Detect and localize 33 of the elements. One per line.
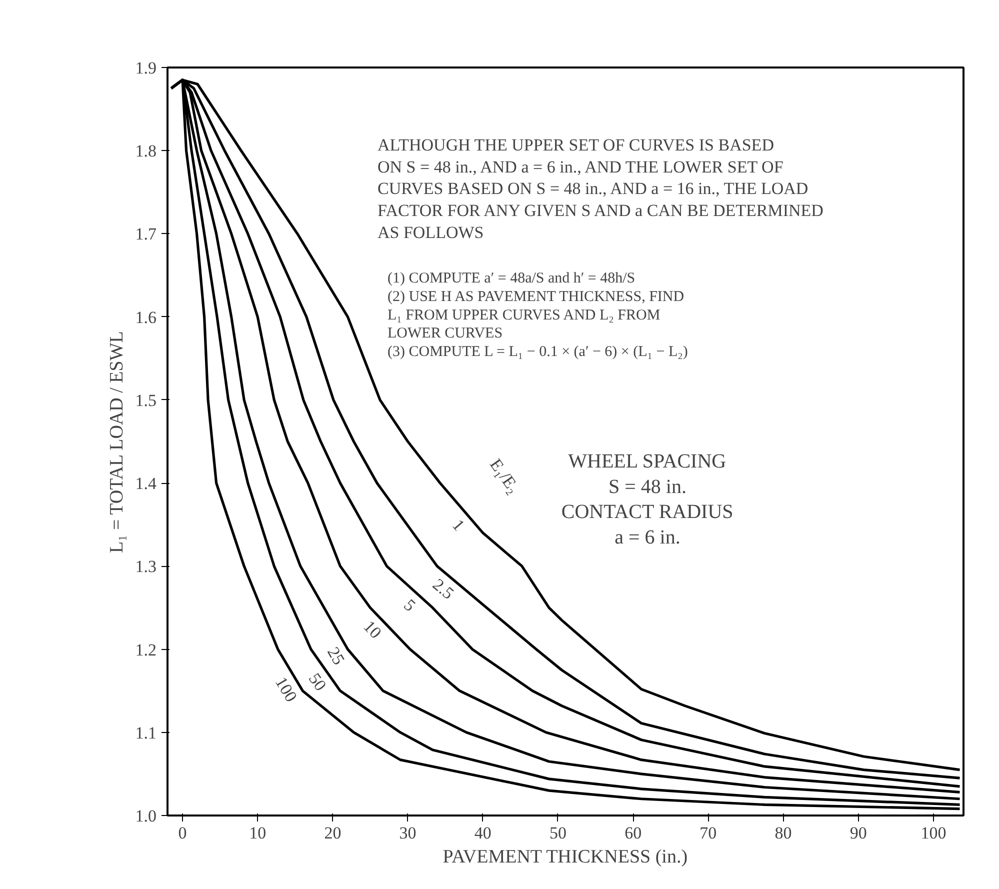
x-tick-label: 10 bbox=[249, 824, 266, 842]
text: 100 bbox=[271, 674, 301, 706]
x-tick-label: 40 bbox=[474, 824, 492, 842]
annotation: (1) COMPUTE a′ = 48a/S and h′ = 48h/S (2) USE H AS PAVEMENT THICKNESS, FIND L₁ FROM UPPER CURVES AND L₂ FROM LOWER CURVES (3) COMPUTE L = L₁ − 0.1 × (a′ − 6) × (L₁ − L₂) bbox=[388, 270, 688, 360]
y-tick-label: 1.9 bbox=[135, 58, 156, 78]
y-tick-label: 1.8 bbox=[135, 142, 156, 161]
text: 5 bbox=[400, 595, 420, 616]
text: 1 bbox=[448, 516, 468, 535]
y-axis-title: L₁ = TOTAL LOAD / ESWL bbox=[106, 331, 128, 553]
x-tick-label: 20 bbox=[324, 824, 342, 842]
y-tick-label: 1.7 bbox=[135, 224, 157, 244]
y-tick-label: 1.1 bbox=[135, 723, 156, 742]
x-tick-label: 70 bbox=[700, 824, 717, 842]
y-tick-label: 1.2 bbox=[135, 640, 156, 660]
text: 25 bbox=[324, 644, 348, 668]
x-tick-label: 60 bbox=[624, 824, 642, 842]
text: 10 bbox=[360, 616, 386, 642]
x-tick-label: 30 bbox=[399, 824, 416, 842]
y-tick-label: 1.5 bbox=[135, 390, 156, 410]
x-tick-label: 90 bbox=[850, 824, 867, 842]
x-tick-label: 100 bbox=[920, 824, 946, 842]
x-tick-label: 50 bbox=[549, 824, 566, 842]
text: 50 bbox=[304, 670, 330, 694]
y-tick-label: 1.4 bbox=[135, 474, 157, 494]
annotation: ALTHOUGH THE UPPER SET OF CURVES IS BASED ON S = 48 in., AND a = 6 in., AND THE LOWER SET OF CURVES BASED ON S = 48 in., AND a = 16 in., THE LOAD FACTOR FOR ANY GIVEN S AND a CAN BE DETERMINED AS FOLLOWS bbox=[378, 136, 824, 242]
annotation: WHEEL SPACING S = 48 in. CONTACT RADIUS a = 6 in. bbox=[561, 450, 734, 548]
y-tick-label: 1.3 bbox=[135, 557, 156, 576]
y-tick-label: 1.0 bbox=[135, 806, 156, 826]
x-tick-label: 0 bbox=[178, 824, 187, 842]
y-tick-label: 1.6 bbox=[135, 308, 156, 327]
x-axis-title: PAVEMENT THICKNESS (in.) bbox=[442, 846, 688, 868]
text: 2.5 bbox=[429, 574, 458, 604]
x-tick-label: 80 bbox=[774, 824, 792, 842]
